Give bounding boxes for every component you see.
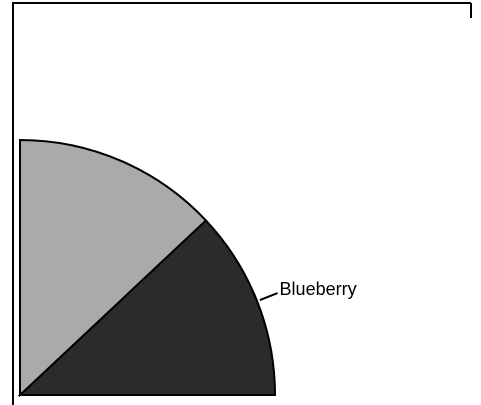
leader-line [259,292,278,301]
pie-slice [19,138,208,398]
pie-slice [17,219,277,396]
slice-label: Blueberry [280,279,357,299]
